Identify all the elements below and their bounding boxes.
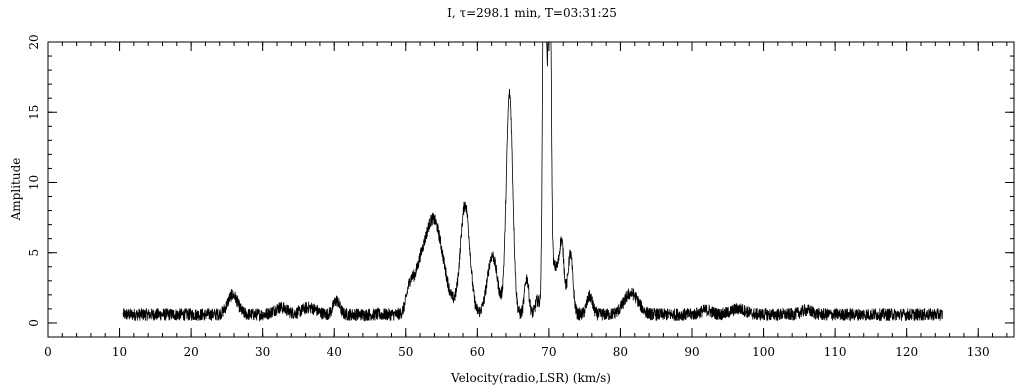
y-tick-label: 10 [27, 175, 41, 190]
y-tick-label: 0 [27, 319, 41, 327]
series-line [122, 41, 943, 322]
x-tick-label: 30 [255, 345, 270, 359]
x-tick-label: 70 [541, 345, 556, 359]
axis-ticks [47, 41, 1014, 338]
x-tick-label: 20 [183, 345, 198, 359]
x-tick-label: 110 [824, 345, 847, 359]
x-axis-label: Velocity(radio,LSR) (km/s) [450, 371, 611, 385]
plot-frame [47, 41, 1015, 338]
x-tick-label: 90 [684, 345, 699, 359]
x-tick-label: 130 [967, 345, 990, 359]
chart-title: I, τ=298.1 min, T=03:31:25 [447, 6, 617, 20]
x-tick-label: 0 [44, 345, 52, 359]
y-tick-labels: 0 5 10 15 20 [27, 34, 41, 326]
x-tick-label: 60 [470, 345, 485, 359]
y-tick-label: 5 [27, 249, 41, 257]
y-tick-label: 20 [27, 34, 41, 49]
y-tick-label: 15 [27, 105, 41, 120]
x-tick-label: 80 [613, 345, 628, 359]
plot-area: 0 10 20 30 40 50 60 70 80 90 100 110 120 130 0 5 10 15 20 [27, 34, 1015, 359]
x-tick-label: 100 [752, 345, 775, 359]
x-tick-label: 10 [112, 345, 127, 359]
y-axis-label: Amplitude [9, 158, 23, 222]
x-tick-labels: 0 10 20 30 40 50 60 70 80 90 100 110 120 130 [44, 345, 989, 359]
x-tick-label: 120 [895, 345, 918, 359]
x-tick-label: 40 [327, 345, 342, 359]
x-tick-label: 50 [398, 345, 413, 359]
